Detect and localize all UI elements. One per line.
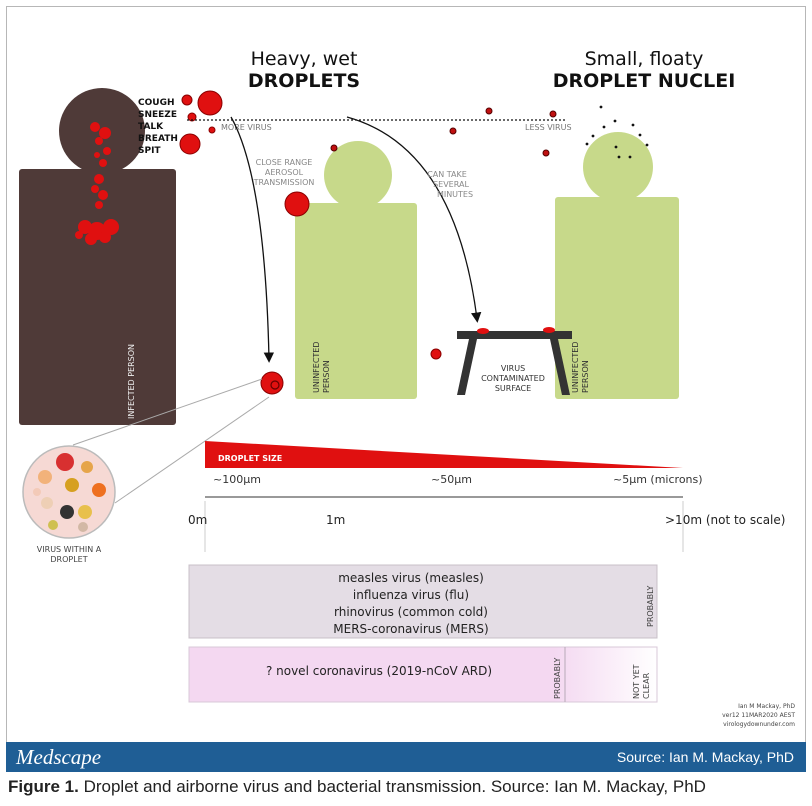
box2-clear-label: CLEAR	[642, 672, 651, 699]
medscape-logo[interactable]: Medscape	[16, 745, 102, 769]
distance-tick-10m: >10m (not to scale)	[665, 513, 785, 527]
ground-droplet-inner	[270, 380, 280, 390]
zoom-line-top	[72, 378, 263, 446]
footer-source: Source: Ian M. Mackay, PhD	[616, 749, 794, 765]
action-sneeze: SNEEZE	[138, 110, 177, 120]
close-range-droplet	[284, 191, 310, 217]
zoom-line-bottom	[114, 396, 270, 504]
heading-right-line2: DROPLET NUCLEI	[553, 70, 736, 92]
arrow-to-surface	[346, 116, 482, 323]
contaminated-surface-table	[457, 327, 572, 395]
pathogen-box-2	[188, 646, 658, 703]
can-take-label-3: MINUTES	[437, 190, 473, 199]
box2-probably-label: PROBABLY	[553, 657, 562, 699]
heading-right-line1: Small, floaty	[585, 48, 704, 70]
pathogen-influenza: influenza virus (flu)	[353, 588, 469, 602]
can-take-label-1: CAN TAKE	[427, 170, 467, 179]
action-spit: SPIT	[138, 146, 161, 156]
surface-label-2: CONTAMINATED	[481, 374, 545, 383]
pathogen-mers: MERS-coronavirus (MERS)	[333, 622, 488, 636]
figure-caption: Figure 1. Droplet and airborne virus and…	[8, 777, 706, 797]
transmission-diagram: Heavy, wet DROPLETS Small, floaty DROPLE…	[19, 48, 795, 728]
virus-within-label-2: DROPLET	[50, 555, 87, 564]
close-range-label-1: CLOSE RANGE	[256, 158, 313, 167]
uninfected-person-1-label-1: UNINFECTED	[312, 341, 321, 393]
droplet-size-tick-50: ~50µm	[431, 473, 472, 486]
credit-line-2: ver12 11MAR2020 AEST	[722, 712, 795, 719]
infected-person-label: INFECTED PERSON	[127, 344, 136, 419]
infected-body-droplets	[75, 122, 119, 245]
virus-within-label-1: VIRUS WITHIN A	[37, 545, 102, 554]
surface-label-1: VIRUS	[501, 364, 525, 373]
box2-not-yet-label: NOT YET	[632, 664, 641, 699]
pathogen-novel-coronavirus: ? novel coronavirus (2019-nCoV ARD)	[266, 664, 492, 678]
distance-tick-1m: 1m	[326, 513, 345, 527]
floating-droplets	[330, 107, 557, 157]
pathogen-measles: measles virus (measles)	[338, 571, 484, 585]
distance-tick-0m: 0m	[188, 513, 207, 527]
surface-label-3: SURFACE	[495, 384, 531, 393]
can-take-label-2: SEVERAL	[433, 180, 469, 189]
close-range-label-3: TRANSMISSION	[253, 178, 315, 187]
footer-bar: Medscape Source: Ian M. Mackay, PhD	[6, 742, 806, 772]
droplet-size-tick-5: ~5µm (microns)	[613, 473, 703, 486]
arrow-to-ground	[230, 116, 275, 363]
credit-line-3: virologydownunder.com	[723, 721, 795, 728]
uninfected-person-2-label-2: PERSON	[581, 360, 590, 393]
heading-left-line1: Heavy, wet	[251, 48, 358, 70]
falling-droplet	[430, 348, 442, 360]
figure-frame: Heavy, wet DROPLETS Small, floaty DROPLE…	[6, 6, 806, 744]
uninfected-person-1-figure	[295, 141, 417, 399]
more-virus-label: MORE VIRUS	[221, 123, 272, 132]
action-list: COUGH SNEEZE TALK BREATH SPIT	[138, 98, 178, 156]
action-cough: COUGH	[138, 98, 174, 108]
heading-left-line2: DROPLETS	[248, 70, 360, 92]
uninfected-person-2-figure	[555, 132, 679, 399]
pathogen-box-1	[188, 564, 658, 639]
action-breath: BREATH	[138, 134, 178, 144]
droplet-nuclei-dots	[585, 105, 649, 159]
less-virus-label: LESS VIRUS	[525, 123, 572, 132]
action-talk: TALK	[138, 122, 164, 132]
pathogen-rhinovirus: rhinovirus (common cold)	[334, 605, 488, 619]
uninfected-person-1-label-2: PERSON	[322, 360, 331, 393]
figure-caption-text: Droplet and airborne virus and bacterial…	[78, 777, 706, 796]
box1-probably-label: PROBABLY	[646, 585, 655, 627]
virus-within-droplet	[22, 445, 116, 539]
credit-line-1: Ian M Mackay, PhD	[738, 703, 795, 710]
droplet-size-title: DROPLET SIZE	[218, 454, 282, 463]
close-range-label-2: AEROSOL	[265, 168, 304, 177]
emitted-droplets	[179, 90, 223, 155]
droplet-size-wedge	[205, 441, 683, 468]
droplet-size-tick-100: ~100µm	[213, 473, 261, 486]
figure-caption-label: Figure 1.	[8, 777, 79, 796]
uninfected-person-2-label-1: UNINFECTED	[571, 341, 580, 393]
